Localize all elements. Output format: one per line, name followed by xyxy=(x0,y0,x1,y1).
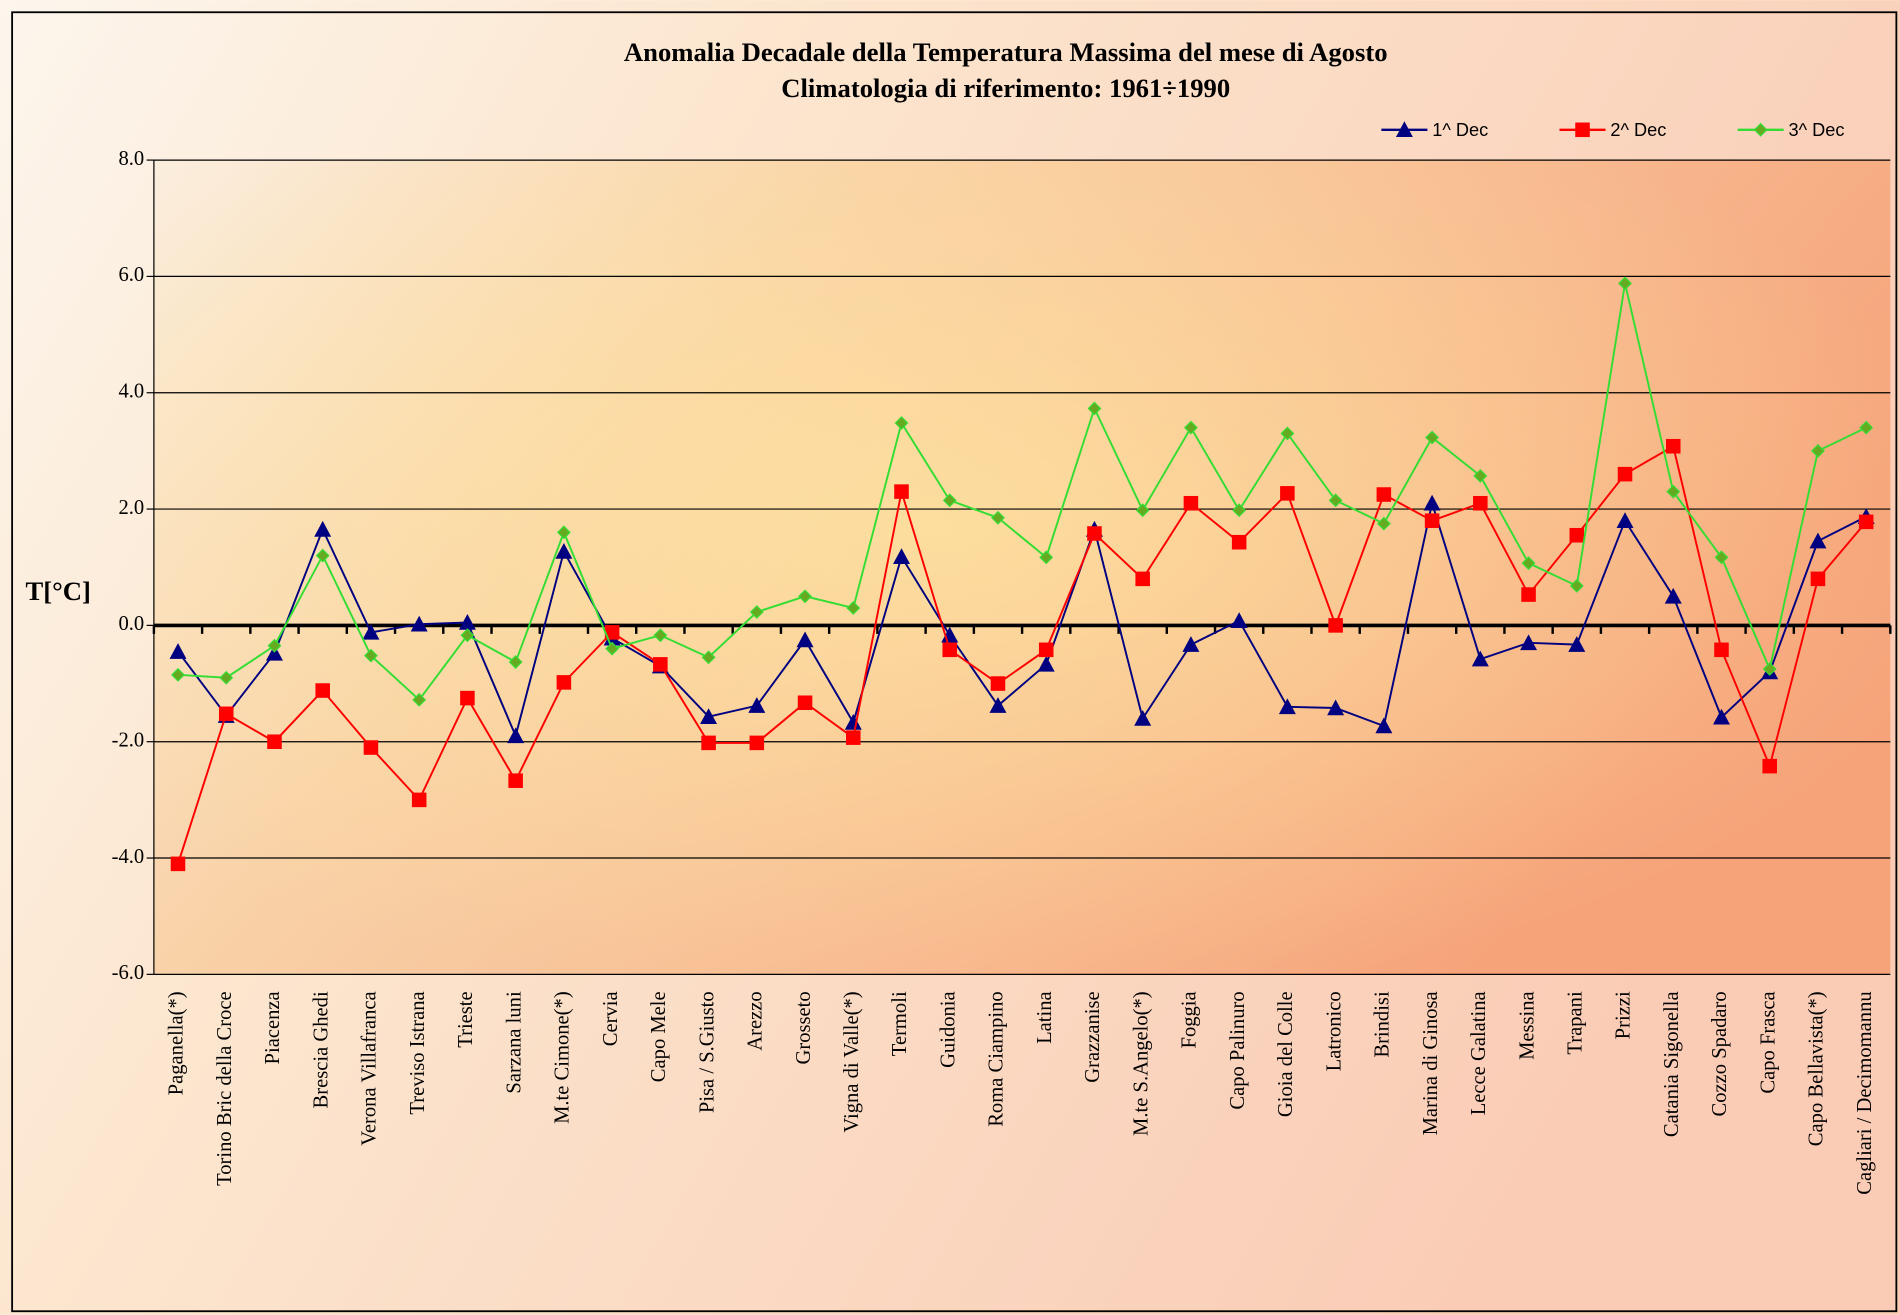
x-tick-label: Verona Villafranca xyxy=(359,991,381,1145)
data-point xyxy=(1328,618,1343,633)
data-point xyxy=(1666,439,1681,454)
x-tick-label: Piacenza xyxy=(262,991,284,1064)
data-point xyxy=(1521,587,1536,602)
x-tick-label: Prizzi xyxy=(1613,991,1635,1039)
data-point xyxy=(1232,535,1247,550)
x-tick-label: Gioia del Colle xyxy=(1275,991,1297,1117)
x-tick-label: Messina xyxy=(1516,991,1538,1060)
chart: Anomalia Decadale della Temperatura Mass… xyxy=(0,0,1900,1315)
x-tick-label: Capo Mele xyxy=(648,991,670,1082)
x-tick-label: Arezzo xyxy=(745,991,767,1050)
x-tick-label: Catania Sigonella xyxy=(1661,991,1683,1137)
y-tick-label: 2.0 xyxy=(118,497,144,519)
data-point xyxy=(894,484,909,499)
x-tick-label: Latronico xyxy=(1323,991,1345,1071)
chart-title: Anomalia Decadale della Temperatura Mass… xyxy=(624,37,1388,67)
data-point xyxy=(267,734,282,749)
y-tick-label: 4.0 xyxy=(118,380,144,402)
page: {"chart_data": { "type": "line", "title"… xyxy=(0,0,1900,1315)
data-point xyxy=(1377,487,1392,502)
y-axis-label: T[°C] xyxy=(25,576,90,606)
x-tick-label: Trieste xyxy=(455,991,477,1047)
data-point xyxy=(364,740,379,755)
y-tick-label: 0.0 xyxy=(118,613,144,635)
y-tick-label: 8.0 xyxy=(118,148,144,170)
data-point xyxy=(653,657,668,672)
y-tick-label: 6.0 xyxy=(118,264,144,286)
data-point xyxy=(1184,496,1199,511)
x-tick-label: Roma Ciampino xyxy=(986,991,1008,1126)
x-tick-label: Termoli xyxy=(889,991,911,1056)
data-point xyxy=(991,676,1006,691)
x-tick-label: Vigna di Valle(*) xyxy=(841,991,863,1132)
data-point xyxy=(557,675,572,690)
x-tick-label: Marina di Ginosa xyxy=(1420,991,1442,1135)
data-point xyxy=(1135,572,1150,587)
x-tick-label: Capo Palinuro xyxy=(1227,991,1249,1109)
x-tick-label: Foggia xyxy=(1179,991,1201,1048)
x-tick-label: Capo Frasca xyxy=(1757,991,1779,1093)
data-point xyxy=(412,793,427,808)
y-tick-label: -6.0 xyxy=(112,962,145,984)
data-point xyxy=(508,773,523,788)
data-point xyxy=(942,643,957,658)
x-tick-label: Torino Bric della Croce xyxy=(214,991,236,1186)
x-tick-label: Brindisi xyxy=(1372,991,1394,1058)
x-tick-label: Lecce Galatina xyxy=(1468,991,1490,1115)
data-point xyxy=(460,691,475,706)
data-point xyxy=(1762,759,1777,774)
data-point xyxy=(1618,467,1633,482)
data-point xyxy=(315,683,330,698)
y-tick-label: -4.0 xyxy=(112,846,145,868)
data-point xyxy=(701,736,716,751)
y-tick-label: -2.0 xyxy=(112,729,145,751)
data-point xyxy=(1811,572,1826,587)
x-tick-label: Grosseto xyxy=(793,991,815,1064)
x-tick-label: Grazzanise xyxy=(1082,991,1104,1082)
x-tick-label: Cagliari / Decimomannu xyxy=(1854,991,1876,1194)
x-tick-label: Sarzana luni xyxy=(503,991,525,1094)
x-tick-label: Brescia Ghedi xyxy=(310,991,332,1108)
data-point xyxy=(1859,515,1874,530)
data-point xyxy=(1714,643,1729,658)
x-tick-label: M.te S.Angelo(*) xyxy=(1130,991,1152,1136)
data-point xyxy=(846,730,861,745)
data-point xyxy=(1039,643,1054,658)
x-tick-label: Trapani xyxy=(1565,991,1587,1055)
x-tick-label: Paganella(*) xyxy=(166,991,188,1095)
legend-marker xyxy=(1575,123,1590,138)
legend-label: 3^ Dec xyxy=(1789,120,1845,140)
x-tick-label: Capo Bellavista(*) xyxy=(1806,991,1828,1146)
x-tick-label: Cozzo Spadaro xyxy=(1709,991,1731,1116)
data-point xyxy=(219,707,234,722)
data-point xyxy=(171,857,186,872)
data-point xyxy=(1473,496,1488,511)
data-point xyxy=(750,736,765,751)
data-point xyxy=(1425,513,1440,528)
x-tick-label: Latina xyxy=(1034,991,1056,1044)
x-tick-label: Cervia xyxy=(600,991,622,1046)
legend-label: 2^ Dec xyxy=(1610,120,1666,140)
data-point xyxy=(1280,486,1295,501)
x-tick-label: M.te Cimone(*) xyxy=(552,991,574,1124)
x-tick-label: Pisa / S.Giusto xyxy=(696,991,718,1113)
chart-subtitle: Climatologia di riferimento: 1961÷1990 xyxy=(781,73,1230,103)
data-point xyxy=(1087,526,1102,541)
x-tick-label: Treviso Istrana xyxy=(407,991,429,1114)
legend-label: 1^ Dec xyxy=(1432,120,1488,140)
data-point xyxy=(798,695,813,710)
data-point xyxy=(1570,528,1585,543)
x-tick-label: Guidonia xyxy=(937,991,959,1068)
